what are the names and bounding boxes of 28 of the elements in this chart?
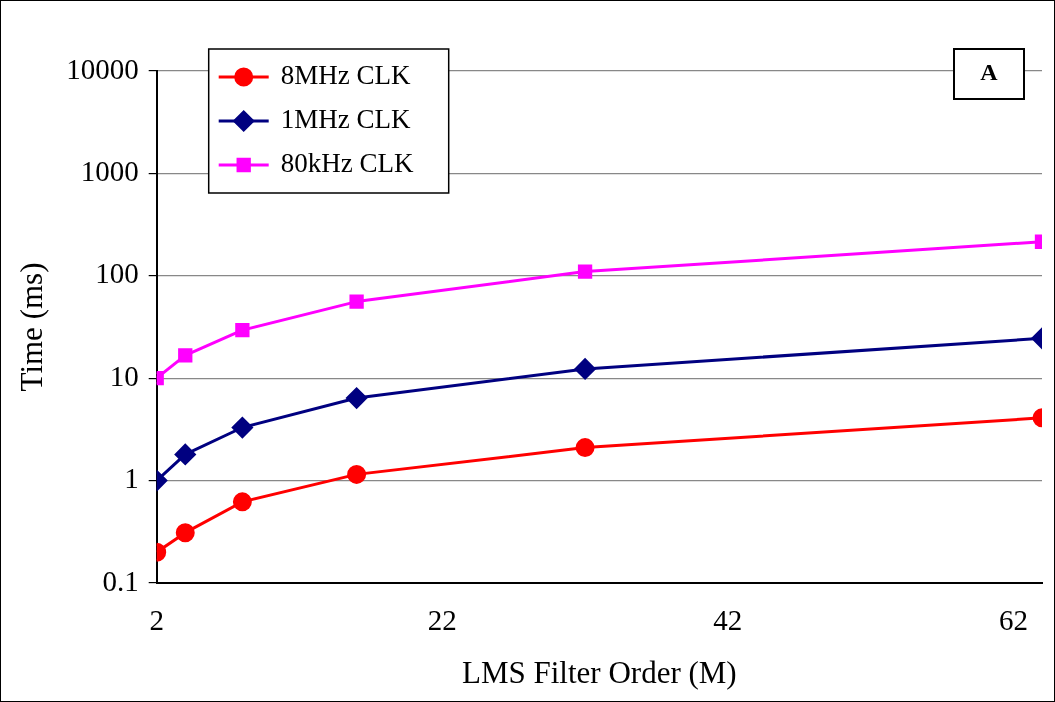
point [232, 492, 252, 512]
point [574, 358, 596, 380]
point [235, 322, 250, 338]
point [178, 348, 193, 363]
point [175, 523, 195, 543]
y-tick-label: 1 [124, 462, 139, 495]
x-tick-label: 2 [149, 604, 164, 637]
x-tick-label: 62 [998, 604, 1028, 637]
point [346, 387, 368, 409]
legend-label: 8MHz CLK [280, 60, 411, 91]
annotation: A [980, 59, 999, 86]
y-tick-label: 100 [95, 257, 139, 290]
y-tick-label: 0.1 [102, 564, 139, 597]
y-tick-label: 10000 [66, 52, 139, 85]
x-axis-title: LMS Filter Order (M) [462, 654, 737, 690]
y-axis-title: Time (ms) [13, 262, 49, 392]
x-tick-label: 42 [713, 604, 743, 637]
point [577, 264, 593, 279]
legend-label: 80kHz CLK [280, 148, 414, 179]
point [349, 294, 364, 309]
point [174, 443, 196, 465]
x-tick-label: 22 [427, 604, 457, 637]
y-tick-label: 1000 [80, 155, 139, 188]
legend-label: 1MHz CLK [280, 104, 411, 135]
point [231, 417, 253, 438]
point [347, 464, 367, 484]
point [575, 438, 595, 458]
y-tick-label: 10 [109, 359, 139, 392]
